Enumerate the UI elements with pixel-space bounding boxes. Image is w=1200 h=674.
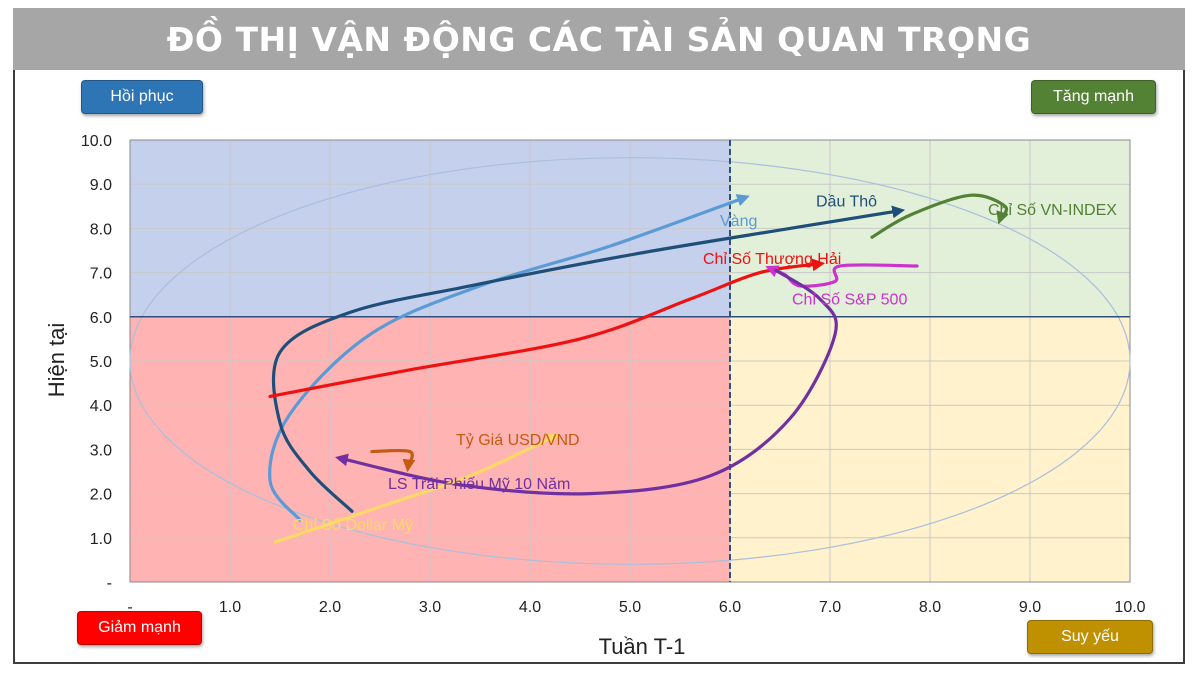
reference-ellipse — [129, 157, 1131, 565]
x-tick-label: 6.0 — [719, 599, 741, 616]
series-label: Chỉ Số Thượng Hải — [703, 251, 841, 268]
x-tick-label: - — [127, 599, 132, 616]
series-label: Tỷ Giá USD/VND — [456, 432, 580, 449]
series-label: Chỉ Số S&P 500 — [792, 291, 907, 308]
y-tick-label: 7.0 — [90, 266, 112, 283]
x-tick-label: 9.0 — [1019, 599, 1041, 616]
series-line — [268, 194, 750, 522]
series-line — [370, 448, 416, 473]
quadrant-label-strong-gain: Tăng mạnh — [1031, 80, 1156, 114]
x-tick-label: 1.0 — [219, 599, 241, 616]
y-tick-label: 9.0 — [90, 177, 112, 194]
series-label: LS Trái Phiếu Mỹ 10 Năm — [388, 476, 570, 493]
y-tick-label: 6.0 — [90, 310, 112, 327]
series-label: Vàng — [720, 213, 757, 230]
y-tick-label: 1.0 — [90, 531, 112, 548]
series-label: Dầu Thô — [816, 193, 877, 210]
y-tick-label: 3.0 — [90, 442, 112, 459]
y-tick-label: 2.0 — [90, 487, 112, 504]
y-tick-label: 10.0 — [81, 133, 112, 150]
y-axis-title: Hiện tại — [44, 323, 69, 398]
page-title: ĐỒ THỊ VẬN ĐỘNG CÁC TÀI SẢN QUAN TRỌNG — [13, 8, 1185, 70]
series-line — [271, 205, 906, 513]
x-tick-label: 3.0 — [419, 599, 441, 616]
y-tick-label: 4.0 — [90, 398, 112, 415]
series-label: Chỉ Số Dollar Mỹ — [293, 517, 413, 534]
series-line — [273, 433, 560, 544]
quadrant-label-recovery: Hồi phục — [81, 80, 203, 114]
y-tick-label: 5.0 — [90, 354, 112, 371]
x-tick-label: 10.0 — [1114, 599, 1145, 616]
y-tick-label: 8.0 — [90, 221, 112, 238]
x-tick-label: 4.0 — [519, 599, 541, 616]
x-axis-title: Tuần T-1 — [599, 634, 686, 659]
quadrant-label-strong-decline: Giảm mạnh — [77, 611, 202, 645]
series-line — [335, 268, 838, 496]
x-tick-label: 5.0 — [619, 599, 641, 616]
x-tick-label: 2.0 — [319, 599, 341, 616]
x-tick-label: 7.0 — [819, 599, 841, 616]
series-line — [870, 193, 1009, 239]
y-tick-label: - — [107, 575, 112, 592]
quadrant-label-weakening: Suy yếu — [1027, 620, 1153, 654]
series-line — [268, 258, 826, 398]
series-label: Chỉ Số VN-INDEX — [988, 202, 1117, 219]
x-tick-label: 8.0 — [919, 599, 941, 616]
